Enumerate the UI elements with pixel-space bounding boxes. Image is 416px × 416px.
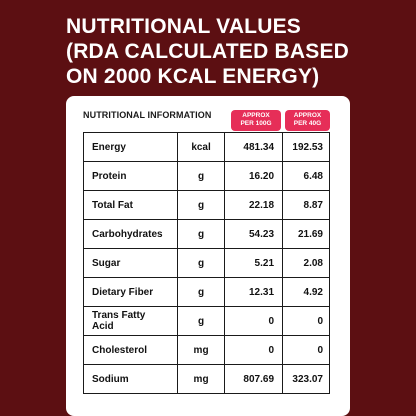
- value-per-100g: 12.31: [224, 277, 284, 307]
- table-row: Carbohydrates g 54.23 21.69: [83, 219, 330, 249]
- value-per-40g: 2.08: [282, 248, 330, 278]
- value-per-100g: 807.69: [224, 364, 284, 394]
- value-per-40g: 192.53: [282, 132, 330, 162]
- value-per-100g: 481.34: [224, 132, 284, 162]
- nutrient-name: Dietary Fiber: [83, 277, 178, 307]
- value-per-100g: 22.18: [224, 190, 284, 220]
- nutrient-name: Sugar: [83, 248, 178, 278]
- table-row: Cholesterol mg 0 0: [83, 335, 330, 365]
- nutrient-name: Sodium: [83, 364, 178, 394]
- value-per-40g: 8.87: [282, 190, 330, 220]
- nutrient-name: Total Fat: [83, 190, 178, 220]
- table-row: Sugar g 5.21 2.08: [83, 248, 330, 278]
- nutrient-name: Cholesterol: [83, 335, 178, 365]
- nutrient-unit: mg: [176, 335, 226, 365]
- nutrition-table: Energy kcal 481.34 192.53 Protein g 16.20 6.48 T…: [83, 132, 330, 394]
- value-per-100g: 0: [224, 306, 284, 336]
- nutrient-name: Carbohydrates: [83, 219, 178, 249]
- column-header-per-40g: APPROX PER 40G: [285, 110, 330, 131]
- value-per-40g: 21.69: [282, 219, 330, 249]
- nutrient-unit: g: [176, 248, 226, 278]
- nutrient-name: Protein: [83, 161, 178, 191]
- nutrient-unit: g: [176, 161, 226, 191]
- table-row: Sodium mg 807.69 323.07: [83, 364, 330, 394]
- page-title: NUTRITIONAL VALUES (RDA CALCULATED BASED…: [66, 15, 350, 88]
- column-header-per-100g: APPROX PER 100G: [231, 110, 281, 131]
- table-row: Trans Fatty Acid g 0 0: [83, 306, 330, 336]
- nutrient-unit: kcal: [176, 132, 226, 162]
- value-per-40g: 4.92: [282, 277, 330, 307]
- table-row: Energy kcal 481.34 192.53: [83, 132, 330, 162]
- value-per-40g: 6.48: [282, 161, 330, 191]
- value-per-100g: 5.21: [224, 248, 284, 278]
- value-per-100g: 0: [224, 335, 284, 365]
- nutrition-card: NUTRITIONAL INFORMATION APPROX PER 100G …: [66, 96, 350, 416]
- table-row: Total Fat g 22.18 8.87: [83, 190, 330, 220]
- table-row: Dietary Fiber g 12.31 4.92: [83, 277, 330, 307]
- value-per-40g: 0: [282, 335, 330, 365]
- nutrient-name: Energy: [83, 132, 178, 162]
- table-row: Protein g 16.20 6.48: [83, 161, 330, 191]
- nutrient-name: Trans Fatty Acid: [83, 306, 178, 336]
- table-heading: NUTRITIONAL INFORMATION: [83, 110, 212, 120]
- nutrient-unit: g: [176, 306, 226, 336]
- nutrient-unit: g: [176, 219, 226, 249]
- nutrient-unit: g: [176, 190, 226, 220]
- nutrient-unit: g: [176, 277, 226, 307]
- value-per-40g: 0: [282, 306, 330, 336]
- value-per-40g: 323.07: [282, 364, 330, 394]
- value-per-100g: 54.23: [224, 219, 284, 249]
- value-per-100g: 16.20: [224, 161, 284, 191]
- nutrient-unit: mg: [176, 364, 226, 394]
